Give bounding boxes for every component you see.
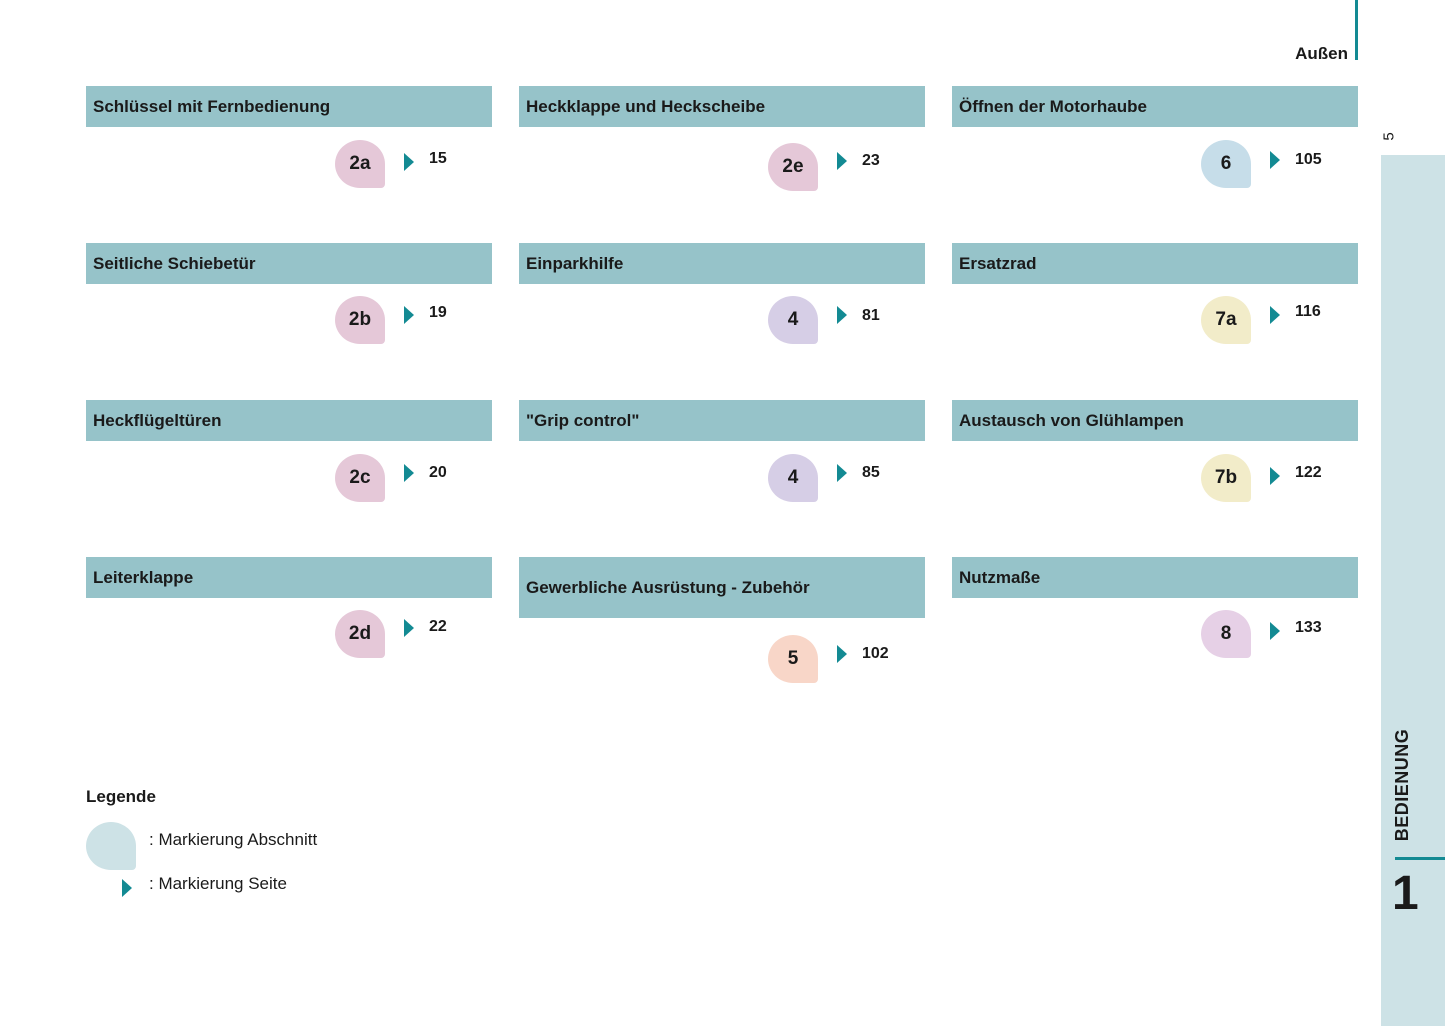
section-title: Austausch von Glühlampen	[952, 400, 1358, 441]
section-title: Ersatzrad	[952, 243, 1358, 284]
page-heading: Außen	[1295, 44, 1348, 63]
section-title: Schlüssel mit Fernbedienung	[86, 86, 492, 127]
section-card: Öffnen der Motorhaube 6 105	[952, 86, 1358, 196]
section-marker: 4	[768, 296, 818, 344]
section-marker: 2b	[335, 296, 385, 344]
page-arrow-icon	[837, 645, 847, 663]
section-card: Gewerbliche Ausrüstung - Zubehör 5 102	[519, 557, 925, 687]
chapter-number: 1	[1392, 867, 1419, 920]
page-arrow-icon	[404, 153, 414, 171]
section-marker: 2d	[335, 610, 385, 658]
section-marker: 7a	[1201, 296, 1251, 344]
page-link[interactable]: 122	[1295, 464, 1322, 481]
section-card: "Grip control" 4 85	[519, 400, 925, 510]
page-arrow-icon	[404, 464, 414, 482]
page-arrow-icon	[1270, 306, 1280, 324]
page-arrow-icon	[1270, 467, 1280, 485]
page-link[interactable]: 105	[1295, 151, 1322, 168]
section-card: Heckklappe und Heckscheibe 2e 23	[519, 86, 925, 196]
page-link[interactable]: 19	[429, 304, 447, 321]
page-link[interactable]: 133	[1295, 619, 1322, 636]
page-arrow-icon	[837, 464, 847, 482]
chapter-tab-label: BEDIENUNG	[1392, 728, 1412, 842]
section-marker: 2a	[335, 140, 385, 188]
page-link[interactable]: 81	[862, 307, 880, 324]
page-link[interactable]: 20	[429, 464, 447, 481]
page-arrow-icon	[404, 619, 414, 637]
page-link[interactable]: 23	[862, 152, 880, 169]
section-marker: 4	[768, 454, 818, 502]
section-card: Ersatzrad 7a 116	[952, 243, 1358, 353]
page-arrow-icon	[1270, 151, 1280, 169]
section-marker: 5	[768, 635, 818, 683]
chapter-tab-rule	[1395, 857, 1445, 860]
page-link[interactable]: 116	[1295, 303, 1321, 320]
section-title: "Grip control"	[519, 400, 925, 441]
section-title: Öffnen der Motorhaube	[952, 86, 1358, 127]
legend-marker-icon	[86, 822, 136, 870]
section-card: Schlüssel mit Fernbedienung 2a 15	[86, 86, 492, 196]
page-arrow-icon	[404, 306, 414, 324]
legend-arrow-text: : Markierung Seite	[149, 874, 287, 893]
section-card: Nutzmaße 8 133	[952, 557, 1358, 667]
page-link[interactable]: 22	[429, 618, 447, 635]
section-title: Gewerbliche Ausrüstung - Zubehör	[519, 557, 925, 618]
section-card: Leiterklappe 2d 22	[86, 557, 492, 667]
page-arrow-icon	[837, 306, 847, 324]
page-link[interactable]: 102	[862, 645, 889, 662]
section-title: Heckklappe und Heckscheibe	[519, 86, 925, 127]
header-rule	[1355, 0, 1358, 60]
page-link[interactable]: 85	[862, 464, 880, 481]
page-arrow-icon	[1270, 622, 1280, 640]
section-card: Austausch von Glühlampen 7b 122	[952, 400, 1358, 510]
chapter-tab	[1381, 155, 1445, 1026]
section-title: Seitliche Schiebetür	[86, 243, 492, 284]
section-marker: 7b	[1201, 454, 1251, 502]
section-title: Nutzmaße	[952, 557, 1358, 598]
section-card: Heckflügeltüren 2c 20	[86, 400, 492, 510]
section-marker: 2c	[335, 454, 385, 502]
section-card: Seitliche Schiebetür 2b 19	[86, 243, 492, 353]
legend-marker-text: : Markierung Abschnitt	[149, 830, 318, 849]
page-number: 5	[1380, 132, 1398, 141]
legend-arrow-icon	[122, 879, 132, 897]
section-marker: 6	[1201, 140, 1251, 188]
section-title: Heckflügeltüren	[86, 400, 492, 441]
legend-title: Legende	[86, 787, 156, 806]
page-arrow-icon	[837, 152, 847, 170]
section-marker: 8	[1201, 610, 1251, 658]
page-link[interactable]: 15	[429, 150, 447, 167]
section-card: Einparkhilfe 4 81	[519, 243, 925, 353]
section-marker: 2e	[768, 143, 818, 191]
section-title: Einparkhilfe	[519, 243, 925, 284]
section-title: Leiterklappe	[86, 557, 492, 598]
